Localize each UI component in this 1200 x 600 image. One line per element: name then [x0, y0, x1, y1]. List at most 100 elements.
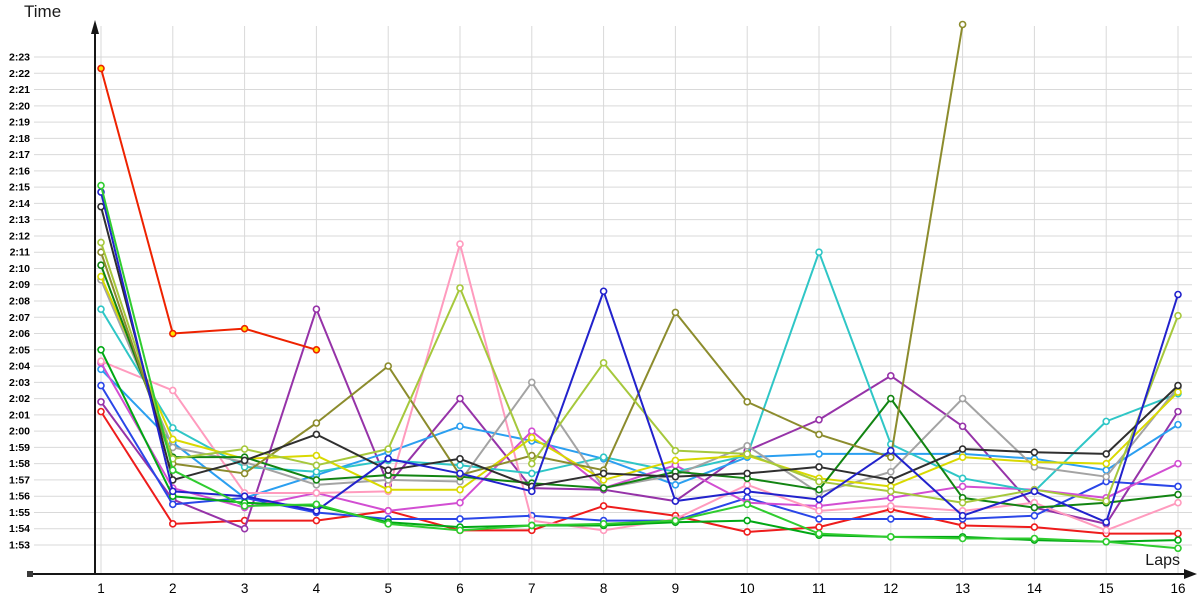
data-point-marker[interactable] [1102, 417, 1110, 426]
data-point-marker[interactable] [384, 466, 393, 474]
data-point-marker[interactable] [312, 305, 321, 313]
data-point-marker[interactable] [240, 324, 249, 333]
data-point-marker[interactable] [671, 446, 680, 455]
data-point-marker[interactable] [886, 487, 895, 496]
data-point-marker[interactable] [1102, 472, 1110, 481]
data-point-marker[interactable] [815, 495, 823, 504]
data-point-marker[interactable] [97, 261, 105, 270]
data-point-marker[interactable] [1174, 420, 1182, 429]
data-point-marker[interactable] [958, 511, 967, 520]
data-point-marker[interactable] [384, 362, 393, 370]
data-point-marker[interactable] [384, 454, 393, 463]
data-point-marker[interactable] [240, 445, 249, 453]
data-point-marker[interactable] [1030, 448, 1039, 457]
data-point-marker[interactable] [527, 378, 536, 387]
data-point-marker[interactable] [815, 523, 823, 531]
data-point-marker[interactable] [312, 507, 321, 515]
data-point-marker[interactable] [240, 524, 249, 533]
data-point-marker[interactable] [958, 498, 967, 507]
data-point-marker[interactable] [743, 487, 752, 496]
data-point-marker[interactable] [240, 502, 249, 510]
data-point-marker[interactable] [599, 484, 608, 492]
data-point-marker[interactable] [97, 305, 105, 313]
data-point-marker[interactable] [1174, 407, 1182, 416]
data-point-marker[interactable] [169, 487, 177, 496]
data-point-marker[interactable] [1174, 490, 1182, 499]
data-point-marker[interactable] [1102, 497, 1110, 505]
data-point-marker[interactable] [958, 521, 967, 530]
data-point-marker[interactable] [815, 463, 823, 471]
data-point-marker[interactable] [169, 329, 177, 338]
data-point-marker[interactable] [456, 515, 464, 523]
data-point-marker[interactable] [743, 500, 752, 509]
data-point-marker[interactable] [743, 450, 752, 458]
data-point-marker[interactable] [1174, 482, 1182, 491]
data-point-marker[interactable] [527, 459, 536, 468]
data-point-marker[interactable] [599, 502, 608, 510]
data-point-marker[interactable] [958, 422, 967, 431]
data-point-marker[interactable] [958, 445, 967, 453]
data-point-marker[interactable] [384, 485, 393, 494]
data-point-marker[interactable] [456, 469, 464, 478]
data-point-marker[interactable] [1102, 518, 1110, 527]
data-point-marker[interactable] [886, 494, 895, 502]
data-point-marker[interactable] [1102, 450, 1110, 458]
data-point-marker[interactable] [1174, 498, 1182, 507]
data-point-marker[interactable] [456, 485, 464, 494]
data-point-marker[interactable] [97, 64, 105, 73]
data-point-marker[interactable] [1174, 381, 1182, 390]
data-point-marker[interactable] [169, 386, 177, 395]
data-point-marker[interactable] [1102, 459, 1110, 468]
data-point-marker[interactable] [312, 489, 321, 497]
data-point-marker[interactable] [527, 487, 536, 496]
data-point-marker[interactable] [671, 481, 680, 489]
data-point-marker[interactable] [815, 415, 823, 424]
data-point-marker[interactable] [958, 20, 967, 29]
data-point-marker[interactable] [1102, 466, 1110, 474]
data-point-marker[interactable] [97, 346, 105, 354]
data-point-marker[interactable] [312, 516, 321, 525]
data-point-marker[interactable] [743, 481, 752, 489]
data-point-marker[interactable] [1030, 458, 1039, 466]
data-point-marker[interactable] [958, 482, 967, 491]
data-point-marker[interactable] [384, 507, 393, 515]
data-point-marker[interactable] [1030, 534, 1039, 543]
data-point-marker[interactable] [1174, 529, 1182, 538]
data-point-marker[interactable] [886, 533, 895, 541]
data-point-marker[interactable] [97, 272, 105, 281]
data-point-marker[interactable] [527, 521, 536, 530]
data-point-marker[interactable] [240, 492, 249, 501]
data-point-marker[interactable] [815, 450, 823, 458]
data-point-marker[interactable] [1174, 459, 1182, 468]
data-point-marker[interactable] [1030, 503, 1039, 512]
data-point-marker[interactable] [886, 453, 895, 461]
data-point-marker[interactable] [815, 477, 823, 486]
data-point-marker[interactable] [743, 528, 752, 536]
data-point-marker[interactable] [886, 372, 895, 380]
data-point-marker[interactable] [815, 515, 823, 523]
data-point-marker[interactable] [312, 419, 321, 427]
data-point-marker[interactable] [312, 451, 321, 460]
data-point-marker[interactable] [384, 520, 393, 528]
data-point-marker[interactable] [886, 502, 895, 510]
data-point-marker[interactable] [1102, 526, 1110, 535]
data-point-marker[interactable] [527, 427, 536, 435]
data-point-marker[interactable] [169, 424, 177, 432]
data-point-marker[interactable] [743, 516, 752, 525]
data-point-marker[interactable] [599, 520, 608, 528]
data-point-marker[interactable] [456, 394, 464, 403]
data-point-marker[interactable] [1174, 536, 1182, 544]
data-point-marker[interactable] [671, 472, 680, 481]
data-point-marker[interactable] [886, 515, 895, 523]
data-point-marker[interactable] [384, 445, 393, 453]
data-point-marker[interactable] [886, 394, 895, 403]
data-point-marker[interactable] [958, 394, 967, 403]
data-point-marker[interactable] [958, 534, 967, 543]
data-point-marker[interactable] [312, 468, 321, 476]
data-point-marker[interactable] [312, 461, 321, 470]
data-point-marker[interactable] [958, 474, 967, 483]
data-point-marker[interactable] [1030, 487, 1039, 496]
data-point-marker[interactable] [1030, 523, 1039, 531]
data-point-marker[interactable] [671, 456, 680, 465]
data-point-marker[interactable] [671, 516, 680, 525]
